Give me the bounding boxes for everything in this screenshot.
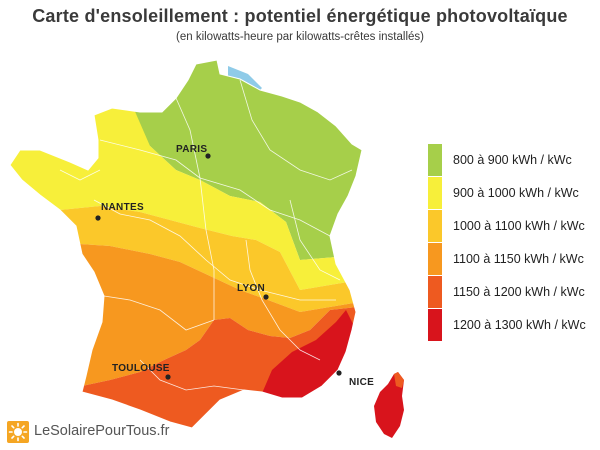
legend-label: 800 à 900 kWh / kWc: [453, 153, 572, 167]
legend-label: 1200 à 1300 kWh / kWc: [453, 318, 586, 332]
city-label-toulouse: TOULOUSE: [112, 363, 170, 374]
legend-swatch: [428, 276, 442, 308]
legend-swatch: [428, 309, 442, 341]
brand-name: LeSolairePourTous.fr: [34, 423, 170, 439]
zone-1000-1100: [10, 206, 362, 312]
brand[interactable]: LeSolairePourTous.fr: [7, 421, 169, 443]
zone-1100-1150: [10, 244, 362, 386]
map-subtitle: (en kilowatts-heure par kilowatts-crêtes…: [176, 31, 424, 43]
city-label-nantes: NANTES: [101, 202, 144, 213]
legend-swatch: [428, 210, 442, 242]
corsica: [374, 372, 404, 438]
city-dot-toulouse: [165, 374, 171, 380]
zone-900-1000: [10, 100, 362, 290]
legend-swatch: [428, 177, 442, 209]
legend-label: 1150 à 1200 kWh / kWc: [453, 285, 585, 299]
city-label-nice: NICE: [349, 377, 375, 388]
city-dot-nantes: [95, 215, 101, 221]
legend-label: 900 à 1000 kWh / kWc: [453, 186, 579, 200]
map-title: Carte d'ensoleillement : potentiel énerg…: [32, 6, 568, 26]
city-dot-nice: [336, 370, 342, 376]
legend-label: 1100 à 1150 kWh / kWc: [453, 252, 584, 266]
city-label-paris: PARIS: [176, 144, 208, 155]
city-dot-paris: [205, 153, 211, 159]
region-borders: [59, 79, 353, 391]
legend-swatch: [428, 243, 442, 275]
city-dot-lyon: [263, 294, 269, 300]
legend-label: 1000 à 1100 kWh / kWc: [453, 219, 585, 233]
legend-swatch: [428, 144, 442, 176]
france-outline: [9, 59, 363, 429]
sun-icon: [7, 421, 29, 443]
city-label-lyon: LYON: [237, 283, 266, 294]
